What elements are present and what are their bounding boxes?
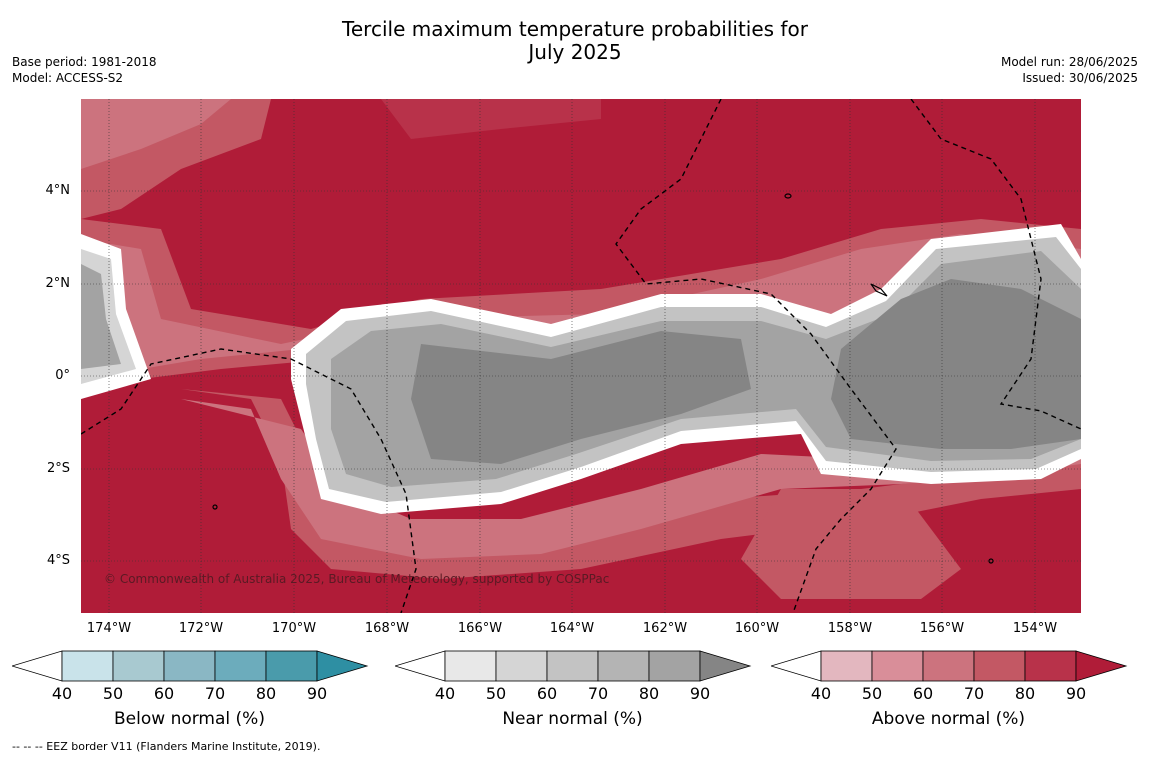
above-band-south-2 <box>181 399 1081 559</box>
metadata-left: Base period: 1981-2018 Model: ACCESS-S2 <box>12 54 157 86</box>
lon-label-172w: 172°W <box>178 621 224 636</box>
lat-label-0: 0° <box>55 368 70 383</box>
swatch-above-40 <box>820 650 873 682</box>
chart-title: Tercile maximum temperature probabilitie… <box>0 18 1150 64</box>
above-tick-40: 40 <box>810 684 832 703</box>
below-tick-60: 60 <box>153 684 175 703</box>
eez-borders <box>81 99 1081 613</box>
lat-label-4n: 4°N <box>45 183 71 198</box>
lon-label-170w: 170°W <box>271 621 317 636</box>
near-80-west <box>81 264 121 369</box>
title-line-2: July 2025 <box>528 40 622 64</box>
base-period: Base period: 1981-2018 <box>12 55 157 69</box>
below-tick-80: 80 <box>255 684 277 703</box>
model-run: Model run: 28/06/2025 <box>1000 55 1138 69</box>
near-tick-90: 90 <box>689 684 711 703</box>
near-tick-40: 40 <box>434 684 456 703</box>
lon-label-166w: 166°W <box>457 621 503 636</box>
near-tick-50: 50 <box>485 684 507 703</box>
swatch-near-70 <box>597 650 650 682</box>
above-band-nw2 <box>81 99 231 169</box>
swatch-above-80 <box>1024 650 1077 682</box>
below-tick-90: 90 <box>306 684 328 703</box>
swatch-below-70 <box>214 650 267 682</box>
near-90-central <box>411 331 751 464</box>
copyright-notice: © Commonwealth of Australia 2025, Bureau… <box>104 572 610 586</box>
swatch-below-40 <box>61 650 114 682</box>
lon-label-156w: 156°W <box>919 621 965 636</box>
below-tick-40: 40 <box>51 684 73 703</box>
swatch-above-50 <box>871 650 924 682</box>
islands <box>212 193 994 564</box>
lon-label-168w: 168°W <box>364 621 410 636</box>
below-tick-50: 50 <box>102 684 124 703</box>
swatch-below-80 <box>265 650 318 682</box>
above-band-se <box>741 489 961 599</box>
swatch-above-60 <box>922 650 975 682</box>
above-tick-80: 80 <box>1014 684 1036 703</box>
below-normal-label: Below normal (%) <box>114 709 265 729</box>
probability-map[interactable] <box>81 99 1081 613</box>
swatch-near-40 <box>444 650 497 682</box>
below-tick-70: 70 <box>204 684 226 703</box>
colorbar-above-normal <box>771 650 1128 682</box>
above-tick-70: 70 <box>963 684 985 703</box>
swatch-near-50 <box>495 650 548 682</box>
above-tick-90: 90 <box>1065 684 1087 703</box>
swatch-near-60 <box>546 650 599 682</box>
near-tick-80: 80 <box>638 684 660 703</box>
near-normal-label: Near normal (%) <box>502 709 643 729</box>
lon-label-154w: 154°W <box>1012 621 1058 636</box>
lon-label-164w: 164°W <box>549 621 595 636</box>
model-name: Model: ACCESS-S2 <box>12 71 124 85</box>
title-line-1: Tercile maximum temperature probabilitie… <box>342 17 808 41</box>
lon-label-160w: 160°W <box>734 621 780 636</box>
map-canvas <box>81 99 1081 613</box>
above-tick-50: 50 <box>861 684 883 703</box>
above-normal-label: Above normal (%) <box>871 709 1026 729</box>
swatch-near-80 <box>648 650 701 682</box>
eez-footnote: -- -- -- EEZ border V11 (Flanders Marine… <box>12 740 321 753</box>
colorbar-below-normal <box>12 650 369 682</box>
near-tick-60: 60 <box>536 684 558 703</box>
lat-label-4s: 4°S <box>46 553 70 568</box>
swatch-below-60 <box>163 650 216 682</box>
lat-label-2n: 2°N <box>45 276 71 291</box>
metadata-right: Model run: 28/06/2025 Issued: 30/06/2025 <box>1001 54 1138 86</box>
lon-label-174w: 174°W <box>86 621 132 636</box>
swatch-above-70 <box>973 650 1026 682</box>
lat-label-2s: 2°S <box>46 461 70 476</box>
above-band-n <box>381 99 601 139</box>
near-tick-70: 70 <box>587 684 609 703</box>
lon-label-162w: 162°W <box>642 621 688 636</box>
swatch-below-50 <box>112 650 165 682</box>
above-tick-60: 60 <box>912 684 934 703</box>
issued-date: Issued: 30/06/2025 <box>1022 71 1138 85</box>
lon-label-158w: 158°W <box>827 621 873 636</box>
colorbar-near-normal <box>395 650 752 682</box>
